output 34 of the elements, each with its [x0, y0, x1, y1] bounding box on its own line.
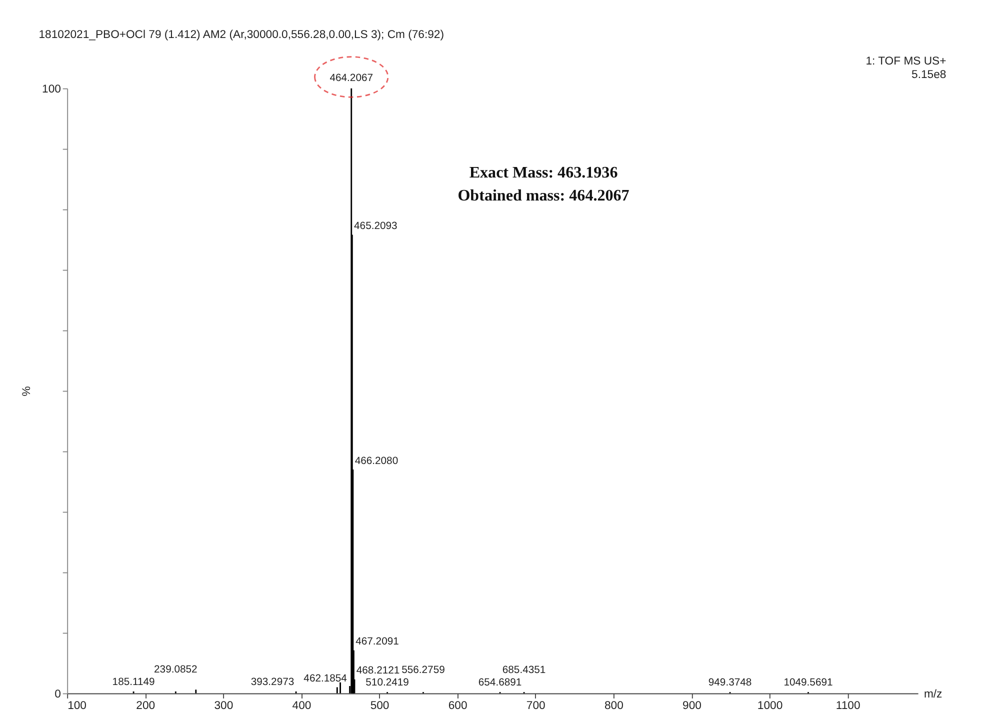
y-axis-title: %: [20, 386, 33, 396]
x-tick-label: 1000: [757, 700, 783, 712]
annotation: 1049.5691: [784, 677, 833, 688]
annotation: 654.6891: [478, 677, 522, 688]
x-tick-label: 600: [448, 700, 468, 712]
text: 5.15e8: [912, 68, 946, 81]
y-tick-label: 0: [54, 688, 61, 701]
annotation: 465.2093: [354, 221, 398, 232]
annotation: 467.2091: [356, 636, 400, 648]
x-tick-label: 900: [682, 700, 702, 712]
annotation: 510.2419: [366, 677, 410, 688]
x-tick-label: 800: [604, 700, 624, 712]
annotation: 239.0852: [154, 664, 198, 676]
annotation: 949.3748: [708, 677, 752, 688]
x-tick-label: 200: [136, 700, 156, 712]
annotation: 685.4351: [502, 665, 546, 676]
annotation: 185.1149: [112, 676, 156, 688]
annotation: 466.2080: [354, 456, 398, 467]
annotation: 556.2759: [402, 665, 446, 676]
annotation: 468.2121: [356, 666, 400, 677]
x-tick-label: 400: [292, 700, 312, 712]
text: 1: TOF MS US+: [866, 56, 947, 68]
annotation: 393.2973: [250, 676, 294, 688]
x-tick-label: 500: [370, 700, 390, 712]
x-tick-label: 1100: [836, 700, 860, 712]
annotation: Obtained mass: 464.2067: [458, 187, 630, 204]
x-axis-title: m/z: [924, 688, 943, 701]
annotation: Exact Mass: 463.1936: [469, 164, 618, 182]
x-tick-label: 700: [526, 700, 546, 712]
x-tick-label: 100: [68, 700, 86, 712]
annotation: 464.2067: [330, 72, 374, 84]
x-tick-label: 300: [214, 700, 234, 712]
chart-title: 18102021_PBO+OCl 79 (1.412) AM2 (Ar,30000.0,556.28,0.00,LS 3); Cm (76:92): [38, 28, 444, 41]
annotation: 462.1854: [304, 673, 348, 684]
